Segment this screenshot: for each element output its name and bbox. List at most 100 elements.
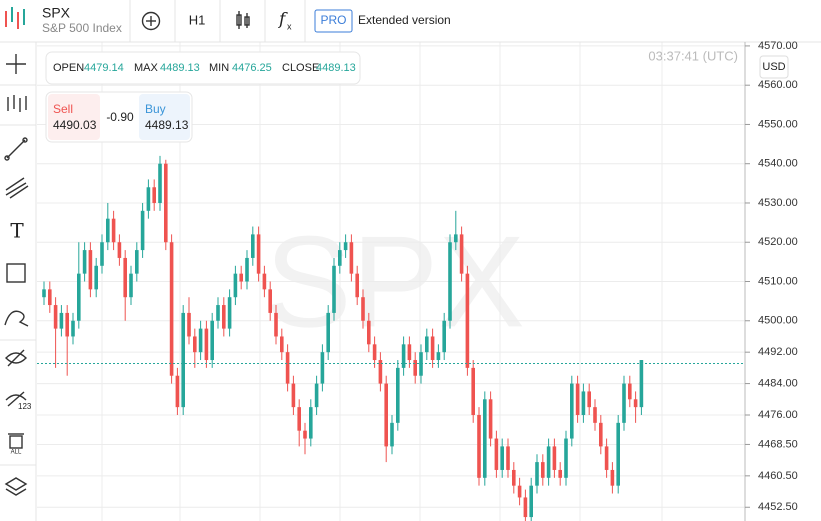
delete-all-tool[interactable]: ALL — [8, 433, 24, 456]
extended-version[interactable]: Extended version — [358, 13, 451, 27]
candle-body — [140, 210, 145, 251]
candle-body — [372, 344, 377, 361]
candle-body — [187, 312, 191, 337]
svg-text:f: f — [277, 10, 288, 30]
candle-body — [430, 336, 435, 361]
pro-label[interactable]: PRO — [320, 13, 346, 27]
candle-body — [407, 344, 412, 361]
candle-body — [297, 407, 301, 431]
candle-body — [604, 446, 609, 470]
candle-body — [314, 383, 319, 408]
close-label: CLOSE — [282, 62, 319, 74]
candle-body — [169, 242, 174, 376]
candle-body — [448, 242, 452, 321]
y-tick-label: 4510.00 — [758, 275, 798, 287]
max-value: 4489.13 — [160, 62, 200, 74]
y-tick-label: 4550.00 — [758, 118, 798, 130]
svg-text:x: x — [287, 21, 292, 31]
candle-body — [477, 414, 481, 478]
sell-label[interactable]: Sell — [53, 102, 73, 116]
candle-body — [471, 367, 475, 415]
candle-body — [425, 336, 429, 353]
text-tool[interactable]: T — [10, 219, 24, 243]
candle-body — [280, 336, 284, 353]
max-label: MAX — [134, 62, 159, 74]
candle-body — [500, 446, 504, 470]
y-tick-label: 4560.00 — [758, 79, 798, 91]
chart-type-button[interactable] — [236, 11, 250, 29]
y-tick-label: 4540.00 — [758, 158, 798, 170]
candle-body — [622, 383, 626, 423]
symbol[interactable]: SPX — [42, 5, 71, 21]
candle-body — [106, 218, 110, 243]
candle-body — [135, 250, 139, 274]
pro-badge[interactable] — [314, 9, 353, 33]
y-tick-label: 4500.00 — [758, 315, 798, 327]
brush-tool[interactable] — [4, 310, 29, 327]
candle-body — [303, 430, 307, 439]
layers-tool[interactable] — [4, 477, 28, 496]
candle-body — [245, 257, 249, 282]
candle-body — [343, 242, 348, 251]
candle-body — [77, 273, 81, 321]
fib-tool[interactable] — [5, 177, 29, 199]
indicators-tool[interactable] — [7, 95, 27, 112]
candle-body — [361, 297, 365, 321]
candle-body — [59, 312, 64, 329]
hide-values-tool[interactable]: 123 — [5, 391, 32, 411]
price-axis-labels: 4570.00 4560.00 4550.00 4540.00 4530.00 4520.… — [745, 40, 798, 513]
candle-body — [593, 407, 597, 423]
buy-label[interactable]: Buy — [145, 102, 166, 116]
candle-body — [100, 242, 104, 266]
candle-body — [465, 273, 470, 368]
candle-body — [146, 187, 151, 211]
currency-button[interactable] — [759, 55, 789, 79]
candle-body — [82, 250, 87, 274]
y-tick-label: 4468.50 — [758, 438, 798, 450]
y-tick-label: 4520.00 — [758, 236, 798, 248]
candle-body — [181, 312, 185, 408]
svg-text:ALL: ALL — [11, 450, 22, 456]
shape-tool[interactable] — [6, 263, 26, 283]
candle-body — [390, 422, 394, 447]
crosshair-tool[interactable] — [6, 54, 26, 74]
candle-body — [111, 218, 116, 243]
y-tick-label: 4476.00 — [758, 409, 798, 421]
candle-body — [535, 462, 539, 486]
candle-body — [222, 305, 226, 329]
candle-body — [488, 399, 493, 439]
currency[interactable]: USD — [762, 61, 785, 73]
candle-body — [65, 312, 69, 337]
ohlc-panel — [45, 51, 361, 85]
candle-body — [575, 383, 580, 415]
y-tick-label: 4492.00 — [758, 346, 798, 358]
add-indicator-button[interactable] — [141, 11, 161, 31]
buy-price[interactable]: 4489.13 — [145, 118, 189, 132]
candle-body — [326, 312, 330, 353]
candle-body — [320, 352, 325, 384]
candle-body — [587, 391, 591, 408]
spread: -0.90 — [106, 110, 134, 124]
candle-body — [570, 383, 574, 439]
sell-button[interactable] — [48, 94, 100, 140]
candle-body — [512, 469, 516, 486]
candle-body — [459, 234, 464, 274]
candle-body — [454, 234, 458, 243]
candle-body — [546, 446, 551, 478]
candle-body — [94, 265, 98, 290]
candle-body — [291, 383, 296, 408]
open-label: OPEN — [53, 62, 84, 74]
candle-body — [198, 328, 203, 353]
buy-button[interactable] — [139, 94, 190, 140]
timeframe-button[interactable]: H1 — [189, 12, 206, 27]
hide-drawings-tool[interactable] — [5, 349, 27, 367]
min-value: 4476.25 — [232, 62, 272, 74]
candle-body — [175, 375, 180, 408]
line-tool[interactable] — [4, 137, 28, 161]
sell-price[interactable]: 4490.03 — [53, 118, 97, 132]
candle-body — [639, 360, 644, 408]
candle-body — [529, 485, 533, 518]
